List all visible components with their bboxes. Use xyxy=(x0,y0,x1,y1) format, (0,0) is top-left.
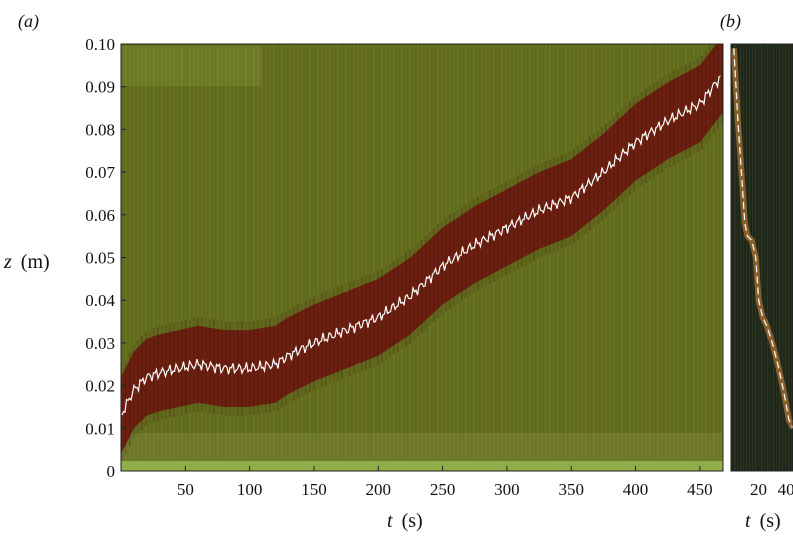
panel-b-plot xyxy=(730,43,793,472)
panel-label-b: (b) xyxy=(720,11,741,32)
panel-a-bottom-layer xyxy=(121,461,723,471)
x-tick-label: 450 xyxy=(687,480,713,499)
y-tick-label: 0.03 xyxy=(85,334,115,353)
x-axis-variable-a: t xyxy=(387,510,393,532)
x-axis-title-b: t (s) xyxy=(745,510,781,532)
panel-a-x-ticks: 50 100 150 200 250 300 350 400 450 xyxy=(177,466,713,499)
x-tick-label: 200 xyxy=(366,480,392,499)
x-tick-label-b: 40 xyxy=(778,480,793,499)
x-axis-unit-a: (s) xyxy=(402,510,423,532)
x-tick-label: 100 xyxy=(237,480,263,499)
y-tick-label: 0 xyxy=(107,462,116,481)
y-tick-label: 0.04 xyxy=(85,291,115,310)
panel-b-trace-line xyxy=(733,48,793,429)
x-axis-title-a: t (s) xyxy=(387,510,423,532)
x-axis-variable-b: t xyxy=(745,510,751,532)
x-tick-label: 250 xyxy=(430,480,456,499)
y-tick-label: 0.07 xyxy=(85,163,115,182)
panel-b-frame xyxy=(730,43,793,472)
x-tick-label: 50 xyxy=(177,480,194,499)
x-tick-label: 400 xyxy=(623,480,649,499)
panel-label-a: (a) xyxy=(18,11,39,32)
y-tick-label: 0.06 xyxy=(85,206,115,225)
y-tick-label: 0.05 xyxy=(85,249,115,268)
panel-a-y-ticks: 0 0.01 0.02 0.03 0.04 0.05 0.06 0.07 0.08 0.09 0.1… xyxy=(85,35,126,481)
x-tick-label: 300 xyxy=(494,480,520,499)
panel-a-plot xyxy=(120,43,724,472)
y-axis-variable: z xyxy=(3,251,12,273)
y-axis-unit: (m) xyxy=(21,251,50,273)
panel-a-band xyxy=(121,44,723,454)
panel-a-trace-line xyxy=(121,75,721,416)
x-tick-label: 150 xyxy=(301,480,327,499)
y-tick-label: 0.08 xyxy=(85,120,115,139)
y-tick-label: 0.02 xyxy=(85,377,115,396)
panel-a-stripes xyxy=(121,44,723,471)
x-tick-label-b: 20 xyxy=(750,480,767,499)
y-axis-title: z (m) xyxy=(3,251,50,273)
x-tick-label: 350 xyxy=(558,480,584,499)
y-tick-label: 0.01 xyxy=(85,419,115,438)
y-tick-label: 0.09 xyxy=(85,78,115,97)
panel-b-stripes xyxy=(731,44,793,471)
x-axis-unit-b: (s) xyxy=(760,510,781,532)
y-tick-label: 0.10 xyxy=(85,35,115,54)
panel-b-x-ticks: 20 40 xyxy=(750,466,793,499)
